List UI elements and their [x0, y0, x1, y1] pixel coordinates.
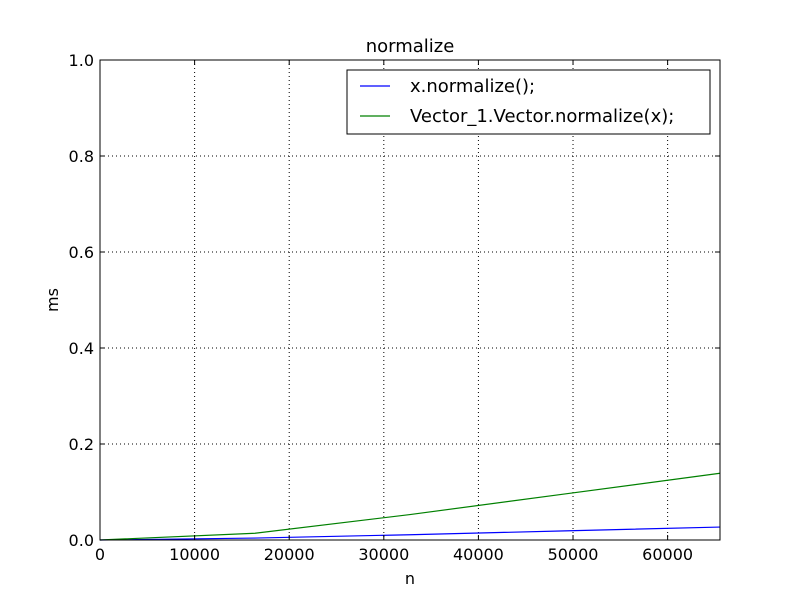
legend: x.normalize(); Vector_1.Vector.normalize(… — [346, 69, 711, 135]
x-tick-label: 40000 — [453, 545, 504, 564]
series-layer — [99, 472, 721, 541]
chart-title: normalize — [366, 36, 455, 57]
series-line-2 — [99, 472, 721, 541]
y-tick-label: 0.2 — [69, 435, 94, 454]
grid-layer — [100, 60, 720, 540]
x-tick-label: 0 — [95, 545, 105, 564]
tick-layer: 0 10000 20000 30000 40000 50000 60000 0.0 0.2 0.4… — [69, 51, 720, 564]
y-tick-label: 1.0 — [69, 51, 94, 70]
x-tick-label: 50000 — [548, 545, 599, 564]
x-tick-label: 30000 — [358, 545, 409, 564]
y-tick-label: 0.4 — [69, 339, 94, 358]
legend-label-2: Vector_1.Vector.normalize(x); — [410, 106, 674, 127]
y-axis-label: ms — [43, 288, 62, 312]
y-tick-label: 0.8 — [69, 147, 94, 166]
x-axis-label: n — [405, 569, 415, 588]
legend-box — [346, 69, 711, 135]
x-tick-label: 10000 — [169, 545, 220, 564]
x-tick-label: 60000 — [642, 545, 693, 564]
x-tick-label: 20000 — [264, 545, 315, 564]
y-tick-label: 0.6 — [69, 243, 94, 262]
plot-frame — [99, 59, 721, 541]
y-tick-label: 0.0 — [69, 531, 94, 550]
legend-label-1: x.normalize(); — [410, 76, 535, 97]
series-line-1 — [99, 526, 721, 541]
